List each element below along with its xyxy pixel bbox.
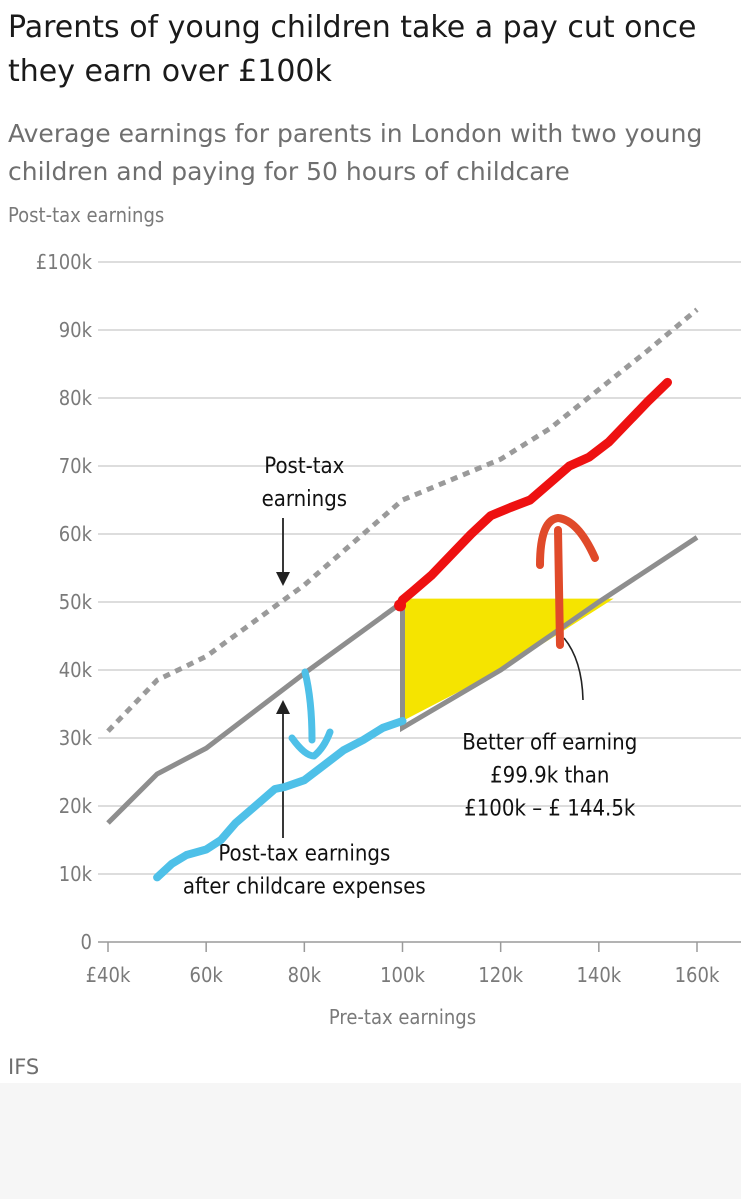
handdrawn-blue-line: [153, 717, 407, 882]
handdrawn-up-arrow-shaft: [554, 526, 564, 649]
handdrawn-up-arrowhead: [536, 514, 599, 569]
post-tax-earnings-series: [106, 307, 699, 733]
annotation-arrowhead-down: [276, 572, 290, 586]
handdrawn-red-line: [395, 377, 672, 610]
x-tick-label: £40k: [86, 963, 131, 987]
x-axis-label: Pre-tax earnings: [329, 1005, 476, 1029]
y-tick-label: 40k: [59, 658, 93, 682]
annotation-text: £100k – £ 144.5k: [464, 797, 636, 822]
x-tick-label: 120k: [478, 963, 523, 987]
x-tick-label: 80k: [288, 963, 322, 987]
y-tick-label: 80k: [59, 386, 93, 410]
handdrawn-down-arrowhead: [288, 728, 334, 760]
y-tick-label: £100k: [36, 250, 93, 274]
y-tick-label: 0: [81, 930, 92, 954]
highlight-area: [402, 598, 614, 721]
annotation-text: after childcare expenses: [183, 874, 426, 899]
annotation-text: Post-tax earnings: [218, 841, 390, 866]
y-tick-label: 70k: [59, 454, 93, 478]
x-tick-label: 100k: [380, 963, 425, 987]
handdrawn-down-arrow-shaft: [301, 668, 316, 744]
chart-subtitle: Average earnings for parents in London w…: [8, 119, 703, 186]
y-tick-label: 10k: [59, 862, 93, 886]
annotation-pointer-curve: [563, 637, 584, 701]
x-tick-label: 140k: [576, 963, 621, 987]
y-tick-label: 50k: [59, 590, 93, 614]
x-tick-label: 60k: [190, 963, 224, 987]
y-axis-label: Post-tax earnings: [8, 203, 164, 227]
y-tick-label: 20k: [59, 794, 93, 818]
annotation-arrowhead-up: [276, 700, 290, 714]
y-tick-label: 90k: [59, 318, 93, 342]
after-childcare-series: [106, 535, 699, 825]
footer-band: [0, 1083, 741, 1199]
annotation-text: earnings: [262, 487, 348, 512]
source-label: IFS: [8, 1055, 40, 1079]
y-tick-label: 60k: [59, 522, 93, 546]
annotation-text: £99.9k than: [490, 764, 609, 789]
y-tick-label: 30k: [59, 726, 93, 750]
x-tick-label: 160k: [675, 963, 720, 987]
handdrawn-red-dot: [394, 599, 407, 612]
annotation-text: Post-tax: [264, 454, 344, 479]
annotation-text: Better off earning: [462, 731, 637, 756]
chart-title: Parents of young children take a pay cut…: [8, 10, 697, 89]
